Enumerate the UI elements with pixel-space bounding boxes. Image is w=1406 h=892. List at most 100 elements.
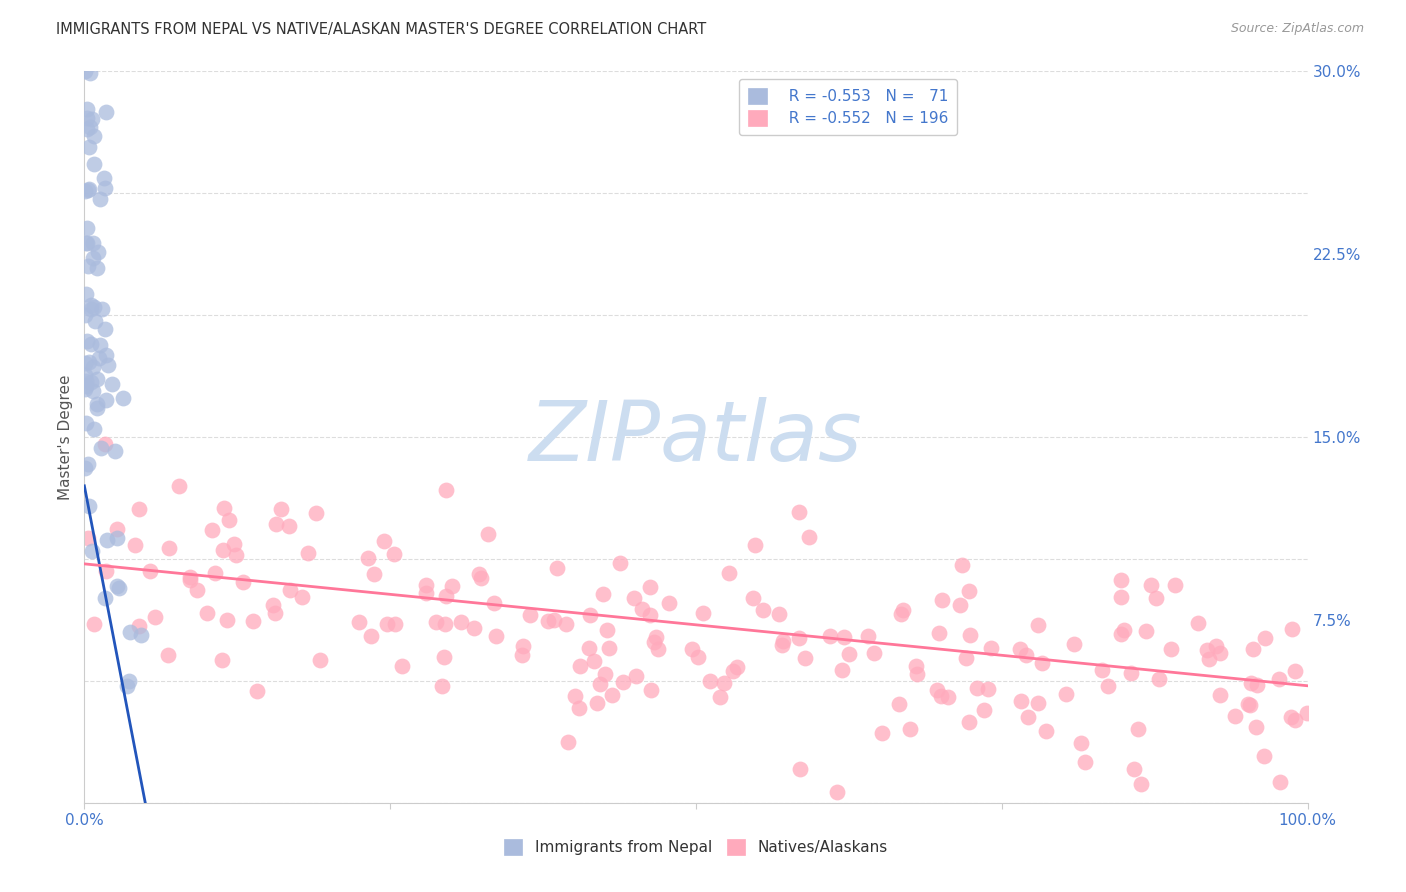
Natives/Alaskans	[1244, 720, 1267, 734]
Natives/Alaskans	[832, 630, 855, 644]
Natives/Alaskans	[305, 507, 328, 521]
Natives/Alaskans	[1236, 697, 1258, 711]
Natives/Alaskans	[789, 505, 811, 519]
Natives/Alaskans	[297, 546, 319, 560]
Natives/Alaskans	[485, 629, 508, 643]
Natives/Alaskans	[1198, 652, 1220, 666]
Immigrants from Nepal	[79, 336, 101, 351]
Natives/Alaskans	[546, 561, 568, 575]
Natives/Alaskans	[891, 603, 914, 617]
Natives/Alaskans	[512, 639, 534, 653]
Immigrants from Nepal	[86, 260, 108, 275]
Natives/Alaskans	[612, 674, 634, 689]
Natives/Alaskans	[793, 651, 815, 665]
Natives/Alaskans	[425, 615, 447, 630]
Natives/Alaskans	[588, 676, 610, 690]
Natives/Alaskans	[585, 696, 607, 710]
Immigrants from Nepal	[83, 422, 105, 436]
Natives/Alaskans	[105, 523, 128, 537]
Natives/Alaskans	[382, 547, 405, 561]
Immigrants from Nepal	[103, 443, 125, 458]
Immigrants from Nepal	[76, 221, 98, 235]
Natives/Alaskans	[1054, 687, 1077, 701]
Natives/Alaskans	[1281, 622, 1303, 636]
Natives/Alaskans	[1111, 573, 1133, 587]
Immigrants from Nepal	[94, 104, 117, 119]
Immigrants from Nepal	[94, 591, 117, 605]
Natives/Alaskans	[308, 653, 330, 667]
Natives/Alaskans	[217, 613, 239, 627]
Natives/Alaskans	[583, 654, 606, 668]
Immigrants from Nepal	[94, 322, 117, 336]
Natives/Alaskans	[1119, 665, 1142, 680]
Immigrants from Nepal	[76, 236, 98, 251]
Natives/Alaskans	[744, 538, 766, 552]
Natives/Alaskans	[1279, 710, 1302, 724]
Natives/Alaskans	[262, 598, 284, 612]
Immigrants from Nepal	[87, 244, 110, 259]
Natives/Alaskans	[838, 647, 860, 661]
Natives/Alaskans	[77, 531, 100, 545]
Immigrants from Nepal	[93, 171, 115, 186]
Natives/Alaskans	[270, 502, 292, 516]
Natives/Alaskans	[264, 606, 287, 620]
Natives/Alaskans	[595, 666, 617, 681]
Immigrants from Nepal	[93, 180, 115, 194]
Natives/Alaskans	[609, 556, 631, 570]
Natives/Alaskans	[280, 582, 302, 597]
Immigrants from Nepal	[75, 356, 97, 370]
Natives/Alaskans	[1187, 615, 1209, 630]
Natives/Alaskans	[872, 726, 894, 740]
Natives/Alaskans	[1123, 762, 1146, 776]
Natives/Alaskans	[1195, 643, 1218, 657]
Natives/Alaskans	[157, 541, 180, 555]
Natives/Alaskans	[1149, 672, 1171, 686]
Natives/Alaskans	[592, 587, 614, 601]
Immigrants from Nepal	[76, 122, 98, 136]
Natives/Alaskans	[415, 586, 437, 600]
Natives/Alaskans	[768, 607, 790, 622]
Natives/Alaskans	[787, 631, 810, 645]
Immigrants from Nepal	[83, 314, 105, 328]
Immigrants from Nepal	[76, 259, 98, 273]
Natives/Alaskans	[578, 641, 600, 656]
Natives/Alaskans	[477, 526, 499, 541]
Natives/Alaskans	[957, 583, 980, 598]
Natives/Alaskans	[1160, 641, 1182, 656]
Natives/Alaskans	[347, 615, 370, 629]
Immigrants from Nepal	[73, 184, 96, 198]
Natives/Alaskans	[900, 722, 922, 736]
Natives/Alaskans	[360, 629, 382, 643]
Natives/Alaskans	[222, 536, 245, 550]
Immigrants from Nepal	[82, 384, 104, 399]
Natives/Alaskans	[1284, 664, 1306, 678]
Natives/Alaskans	[643, 635, 665, 649]
Immigrants from Nepal	[73, 64, 96, 78]
Immigrants from Nepal	[82, 359, 104, 374]
Natives/Alaskans	[1240, 675, 1263, 690]
Immigrants from Nepal	[82, 543, 104, 558]
Immigrants from Nepal	[79, 66, 101, 80]
Natives/Alaskans	[375, 616, 398, 631]
Natives/Alaskans	[1109, 590, 1132, 604]
Natives/Alaskans	[905, 667, 928, 681]
Natives/Alaskans	[742, 591, 765, 605]
Natives/Alaskans	[128, 619, 150, 633]
Natives/Alaskans	[434, 589, 457, 603]
Natives/Alaskans	[169, 479, 191, 493]
Natives/Alaskans	[157, 648, 180, 663]
Natives/Alaskans	[598, 640, 620, 655]
Natives/Alaskans	[973, 703, 995, 717]
Immigrants from Nepal	[105, 532, 128, 546]
Immigrants from Nepal	[83, 300, 105, 314]
Natives/Alaskans	[568, 701, 591, 715]
Natives/Alaskans	[1268, 673, 1291, 687]
Natives/Alaskans	[1268, 774, 1291, 789]
Natives/Alaskans	[128, 502, 150, 516]
Immigrants from Nepal	[75, 417, 97, 431]
Natives/Alaskans	[977, 682, 1000, 697]
Natives/Alaskans	[1135, 624, 1157, 638]
Natives/Alaskans	[179, 573, 201, 587]
Natives/Alaskans	[688, 649, 710, 664]
Natives/Alaskans	[391, 659, 413, 673]
